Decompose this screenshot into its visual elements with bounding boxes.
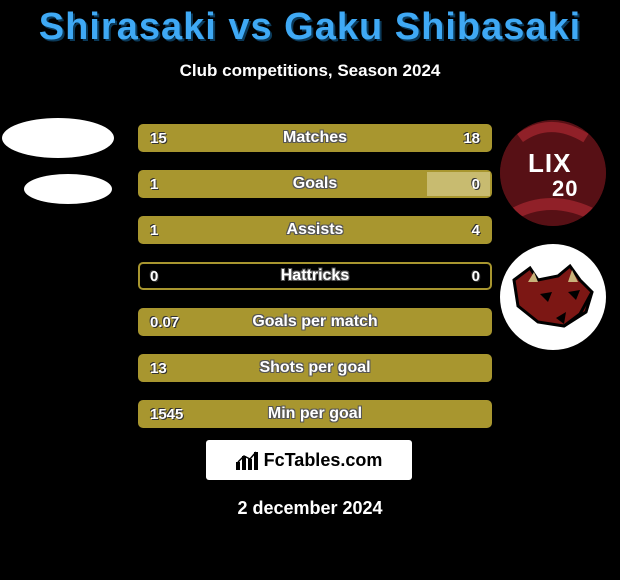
stat-value-right: 4 [462, 218, 490, 242]
stat-row: 14Assists [138, 216, 492, 244]
team-badge-2 [500, 244, 606, 350]
jersey-sponsor-text: LIX [528, 148, 571, 179]
bar-left [140, 356, 490, 380]
bars-icon [236, 450, 258, 470]
team-badge-1: LIX 20 [500, 120, 606, 226]
stat-value-left: 13 [140, 356, 177, 380]
stat-label: Hattricks [140, 264, 490, 288]
stats-container: 1518Matches10Goals14Assists00Hattricks0.… [138, 124, 492, 446]
subtitle: Club competitions, Season 2024 [0, 61, 620, 81]
stat-row: 1545Min per goal [138, 400, 492, 428]
coyote-head-icon [508, 262, 598, 332]
player-right-avatars: LIX 20 [500, 120, 610, 350]
footer-date: 2 december 2024 [0, 498, 620, 519]
stat-value-left: 15 [140, 126, 177, 150]
stat-value-left: 1 [140, 172, 168, 196]
stat-value-left: 0 [140, 264, 168, 288]
stat-row: 0 0Hattricks [138, 262, 492, 290]
stat-value-left: 1 [140, 218, 168, 242]
stat-value-left: 0.07 [140, 310, 189, 334]
avatar-placeholder-icon [24, 174, 112, 204]
stat-row: 0.07Goals per match [138, 308, 492, 336]
page-title: Shirasaki vs Gaku Shibasaki [0, 0, 620, 49]
bar-left [140, 310, 490, 334]
bar-right [210, 218, 490, 242]
player-left-avatars [0, 110, 120, 204]
stat-value-right: 18 [453, 126, 490, 150]
avatar-placeholder-icon [2, 118, 114, 158]
site-logo: FcTables.com [206, 440, 412, 480]
stat-row: 13Shots per goal [138, 354, 492, 382]
stat-row: 10Goals [138, 170, 492, 198]
site-label: FcTables.com [264, 450, 383, 471]
stat-value-left: 1545 [140, 402, 193, 426]
stat-row: 1518Matches [138, 124, 492, 152]
stat-value-right: 0 [462, 264, 490, 288]
jersey-number-text: 20 [552, 176, 578, 202]
stat-value-right: 0 [462, 172, 490, 196]
